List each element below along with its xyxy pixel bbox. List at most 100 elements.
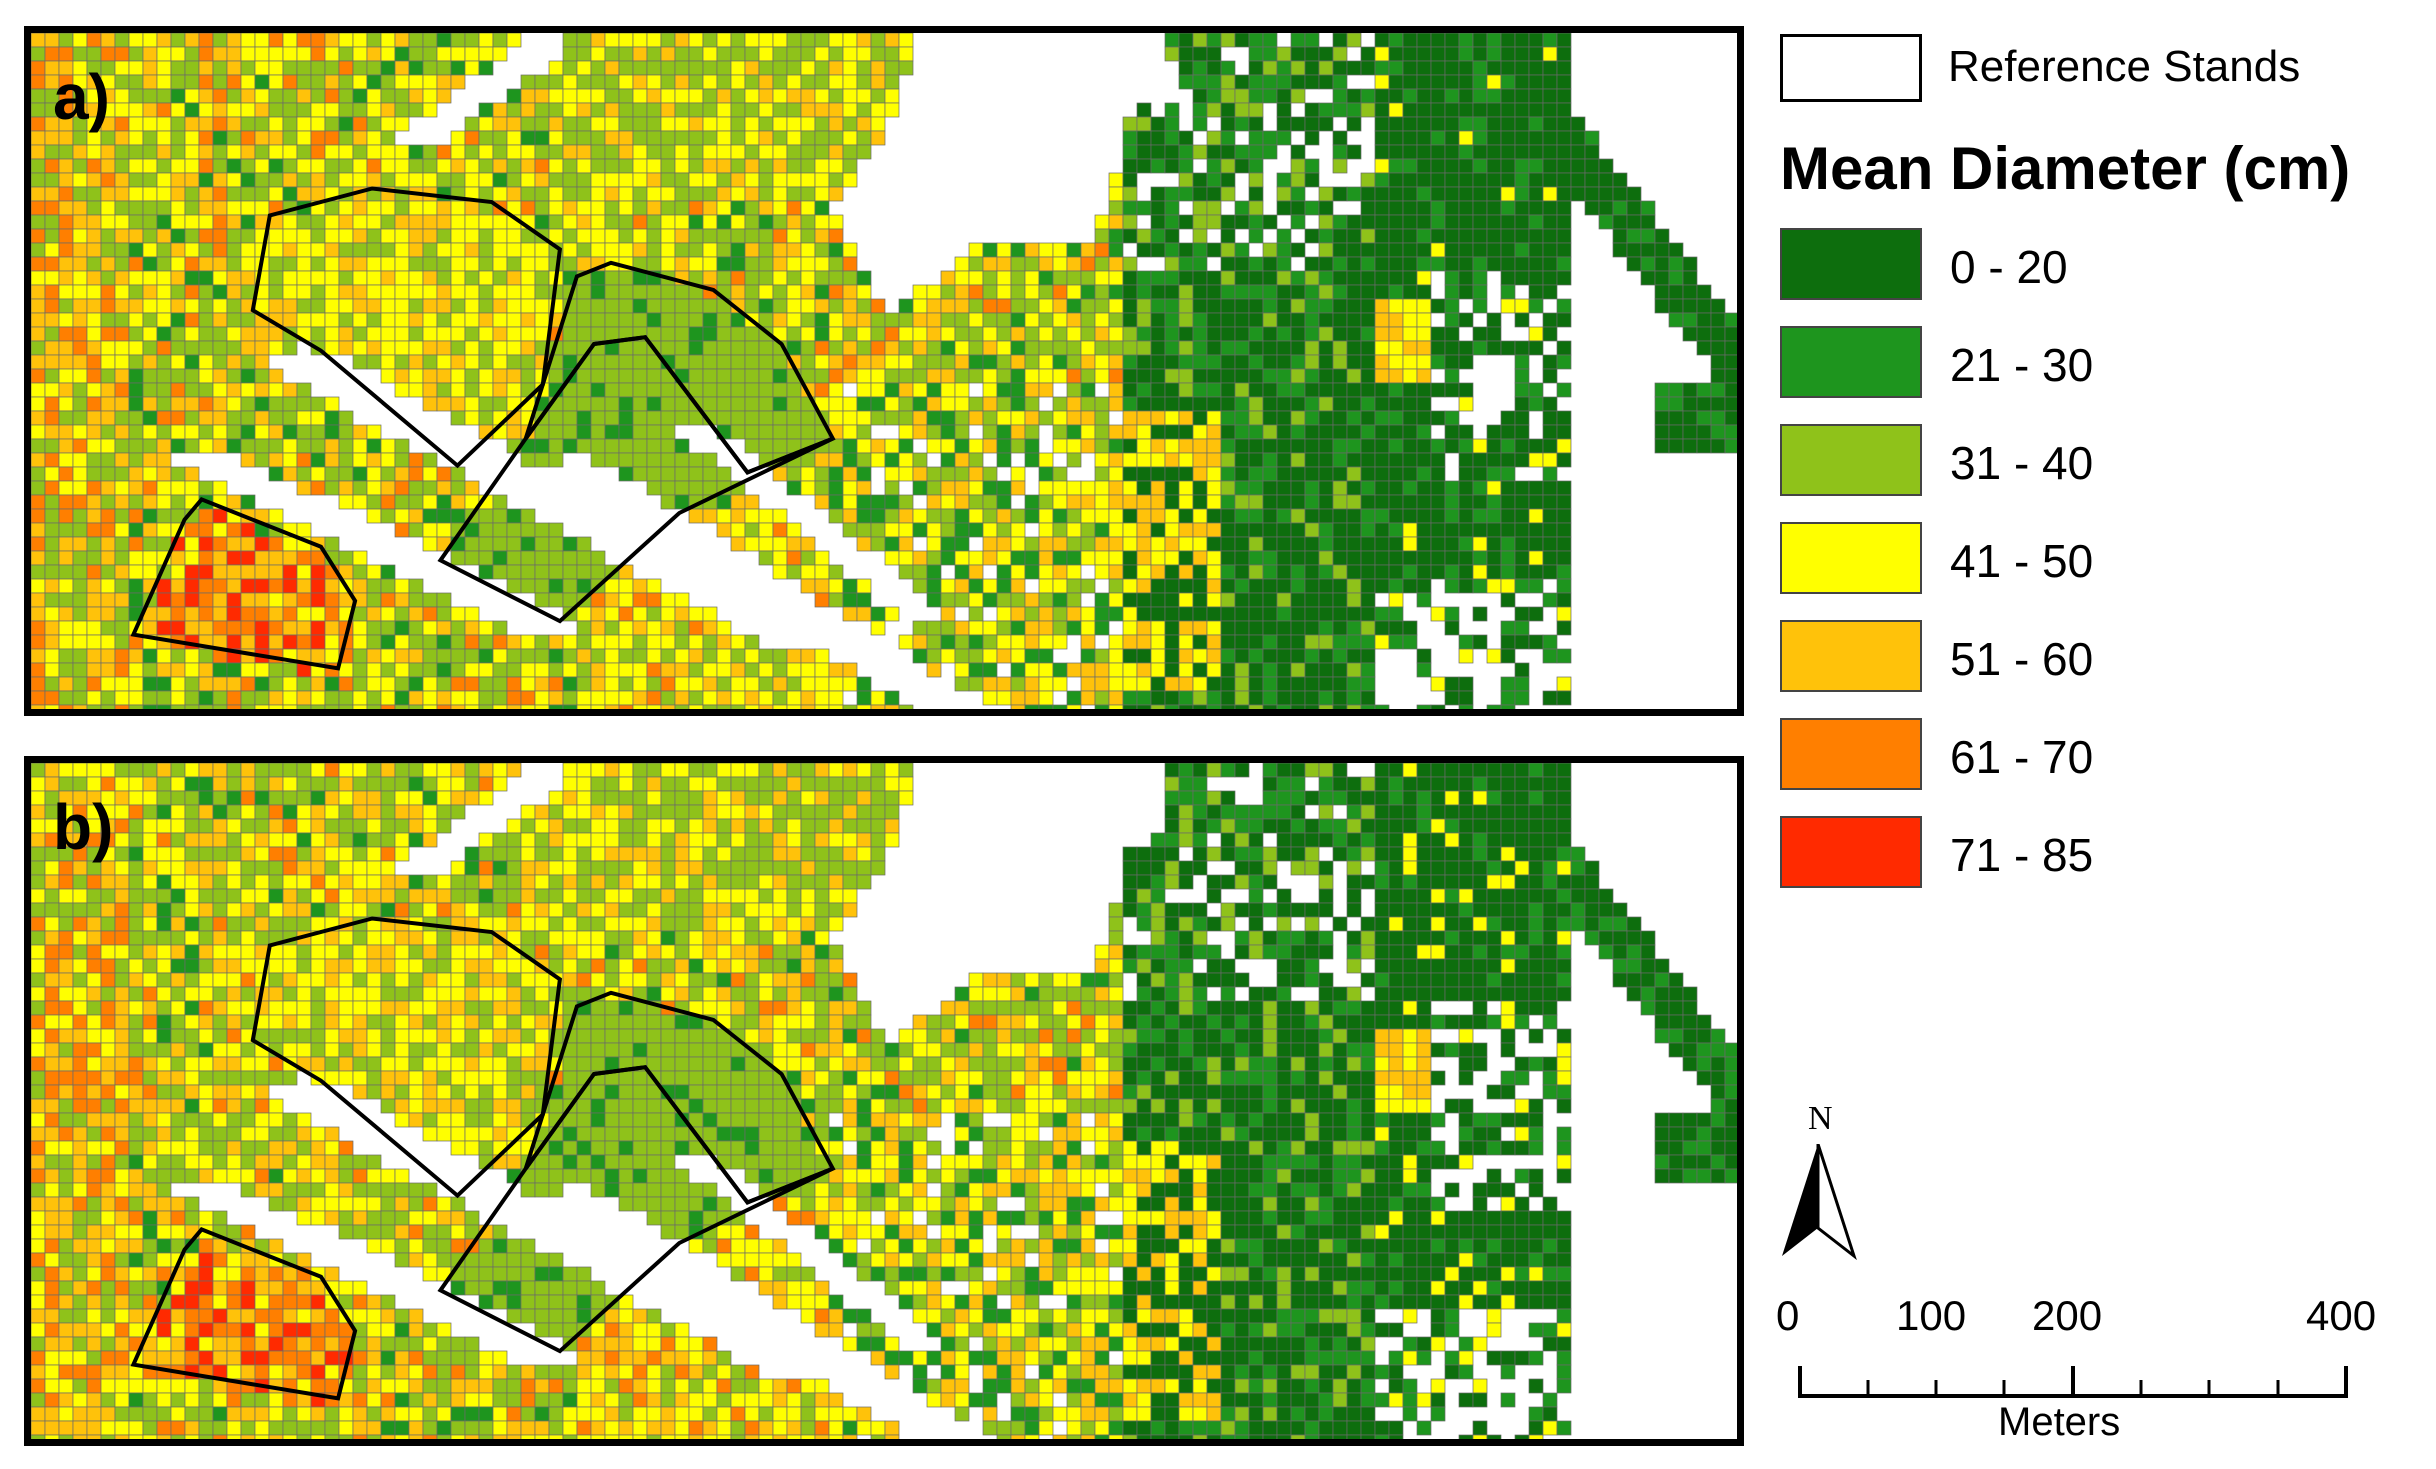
raster-cell — [1248, 116, 1264, 132]
raster-cell — [618, 200, 634, 216]
raster-cell — [450, 340, 466, 356]
raster-cell — [1150, 634, 1166, 650]
raster-cell — [590, 74, 606, 90]
raster-cell — [506, 284, 522, 300]
raster-cell — [814, 804, 830, 820]
raster-cell — [548, 564, 564, 580]
raster-cell — [72, 648, 88, 664]
raster-cell — [212, 776, 228, 792]
raster-cell — [646, 578, 662, 594]
raster-cell — [198, 158, 214, 174]
raster-cell — [464, 550, 480, 566]
raster-cell — [31, 144, 46, 160]
raster-cell — [534, 804, 550, 820]
raster-cell — [1458, 522, 1474, 538]
raster-cell — [814, 256, 830, 272]
raster-cell — [366, 326, 382, 342]
raster-cell — [1248, 466, 1264, 482]
raster-cell — [296, 466, 312, 482]
raster-cell — [366, 130, 382, 146]
raster-cell — [660, 88, 676, 104]
raster-cell — [212, 298, 228, 314]
raster-cell — [212, 536, 228, 552]
raster-cell — [1122, 256, 1138, 272]
raster-cell — [170, 368, 186, 384]
raster-cell — [1416, 228, 1432, 244]
raster-cell — [1388, 396, 1404, 412]
raster-cell — [1318, 648, 1334, 664]
raster-cell — [814, 88, 830, 104]
raster-cell — [576, 424, 592, 440]
raster-cell — [1458, 648, 1474, 664]
raster-cell — [268, 256, 284, 272]
raster-cell — [184, 200, 200, 216]
raster-cell — [114, 480, 130, 496]
raster-cell — [282, 410, 298, 426]
raster-cell — [632, 578, 648, 594]
raster-cell — [324, 214, 340, 230]
raster-cell — [282, 592, 298, 608]
raster-cell — [870, 88, 886, 104]
raster-cell — [884, 354, 900, 370]
raster-cell — [1388, 818, 1404, 834]
raster-cell — [58, 763, 74, 778]
raster-cell — [422, 676, 438, 692]
raster-cell — [814, 704, 830, 709]
raster-cell — [1682, 438, 1698, 454]
raster-cell — [478, 634, 494, 650]
raster-cell — [1192, 790, 1208, 806]
raster-cell — [142, 46, 158, 62]
raster-cell — [1388, 606, 1404, 622]
raster-cell — [702, 214, 718, 230]
raster-cell — [856, 144, 872, 160]
raster-cell — [1486, 536, 1502, 552]
raster-cell — [128, 256, 144, 272]
raster-cell — [1514, 298, 1530, 314]
raster-cell — [310, 46, 326, 62]
raster-cell — [268, 340, 284, 356]
raster-cell — [338, 298, 354, 314]
raster-cell — [660, 102, 676, 118]
raster-cell — [352, 298, 368, 314]
raster-cell — [1220, 410, 1236, 426]
raster-cell — [86, 284, 102, 300]
raster-cell — [1444, 298, 1460, 314]
raster-cell — [870, 536, 886, 552]
raster-cell — [660, 763, 676, 778]
raster-cell — [758, 763, 774, 778]
raster-cell — [100, 452, 116, 468]
raster-cell — [1262, 676, 1278, 692]
raster-cell — [1220, 606, 1236, 622]
raster-cell — [1206, 214, 1222, 230]
raster-cell — [1094, 284, 1110, 300]
raster-cell — [184, 550, 200, 566]
raster-cell — [758, 144, 774, 160]
raster-cell — [1024, 676, 1040, 692]
raster-cell — [1192, 284, 1208, 300]
raster-cell — [590, 46, 606, 62]
raster-cell — [604, 804, 620, 820]
raster-cell — [1528, 158, 1544, 174]
raster-cell — [632, 298, 648, 314]
raster-cell — [1472, 33, 1488, 48]
raster-cell — [254, 368, 270, 384]
raster-cell — [506, 228, 522, 244]
raster-cell — [1178, 326, 1194, 342]
raster-cell — [660, 410, 676, 426]
raster-cell — [1556, 536, 1572, 552]
raster-cell — [716, 88, 732, 104]
raster-cell — [1150, 690, 1166, 706]
raster-cell — [1150, 522, 1166, 538]
raster-cell — [212, 424, 228, 440]
raster-cell — [1010, 564, 1026, 580]
raster-cell — [492, 354, 508, 370]
raster-cell — [1542, 242, 1558, 258]
raster-cell — [240, 60, 256, 76]
raster-cell — [548, 704, 564, 709]
raster-cell — [1234, 494, 1250, 510]
raster-cell — [1234, 536, 1250, 552]
raster-cell — [72, 452, 88, 468]
raster-cell — [1234, 116, 1250, 132]
raster-cell — [702, 186, 718, 202]
raster-cell — [968, 396, 984, 412]
